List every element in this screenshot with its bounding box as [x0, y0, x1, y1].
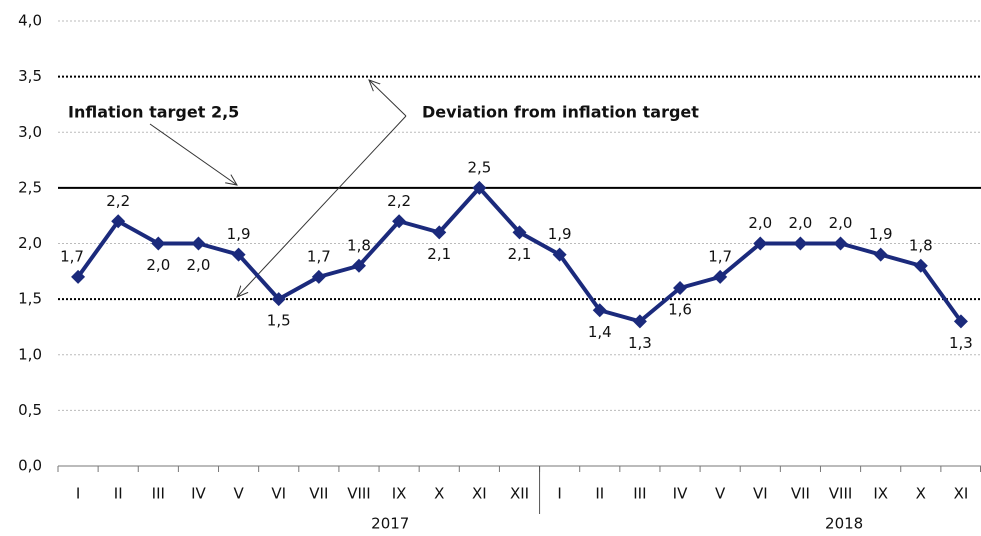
- y-tick-label: 2,0: [18, 234, 42, 252]
- data-label: 1,6: [668, 301, 692, 319]
- data-label: 1,7: [60, 247, 84, 265]
- marker: [833, 236, 848, 251]
- x-tick-label: I: [76, 485, 80, 503]
- marker: [231, 247, 246, 262]
- marker: [71, 269, 86, 284]
- data-label: 1,9: [227, 225, 251, 243]
- x-tick-label: III: [633, 485, 646, 503]
- marker: [392, 214, 407, 229]
- arrow: [149, 123, 237, 185]
- y-tick-label: 3,0: [18, 123, 42, 141]
- y-tick-label: 1,5: [18, 290, 42, 308]
- data-label: 2,1: [427, 245, 451, 263]
- data-label: 2,0: [748, 214, 772, 232]
- x-tick-label: IV: [191, 485, 206, 503]
- marker: [472, 180, 487, 195]
- data-label: 1,8: [347, 236, 371, 254]
- x-tick-label: X: [916, 485, 926, 503]
- data-label: 2,0: [146, 256, 170, 274]
- marker: [432, 225, 447, 240]
- marker: [271, 292, 286, 307]
- marker: [793, 236, 808, 251]
- x-tick-label: II: [595, 485, 604, 503]
- x-tick-label: II: [114, 485, 123, 503]
- data-label: 2,2: [387, 192, 411, 210]
- data-label: 1,8: [909, 236, 933, 254]
- marker: [713, 269, 728, 284]
- x-tick-label: V: [715, 485, 726, 503]
- arrow: [369, 80, 407, 117]
- marker: [592, 303, 607, 318]
- marker: [351, 258, 366, 273]
- data-label: 2,1: [508, 245, 532, 263]
- x-tick-label: IX: [392, 485, 407, 503]
- data-label: 2,0: [187, 256, 211, 274]
- group-label: 2017: [371, 515, 409, 533]
- data-label: 1,4: [588, 323, 612, 341]
- y-tick-label: 0,0: [18, 457, 42, 475]
- x-tick-label: XI: [472, 485, 487, 503]
- marker: [873, 247, 888, 262]
- x-tick-label: X: [434, 485, 444, 503]
- group-label: 2018: [825, 515, 863, 533]
- x-tick-label: I: [557, 485, 561, 503]
- x-tick-label: XI: [954, 485, 969, 503]
- x-tick-label: VIII: [347, 485, 371, 503]
- data-label: 1,3: [628, 334, 652, 352]
- data-label: 1,9: [548, 225, 572, 243]
- x-tick-label: III: [152, 485, 165, 503]
- data-label: 2,5: [467, 158, 491, 176]
- x-tick-label: XII: [510, 485, 529, 503]
- x-tick-label: IX: [873, 485, 888, 503]
- x-tick-label: VI: [753, 485, 768, 503]
- annotation: Deviation from inflation target: [422, 103, 699, 122]
- marker: [111, 214, 126, 229]
- data-label: 2,0: [829, 214, 853, 232]
- data-label: 1,9: [869, 225, 893, 243]
- data-label: 2,0: [788, 214, 812, 232]
- marker: [913, 258, 928, 273]
- x-tick-label: V: [233, 485, 244, 503]
- marker: [191, 236, 206, 251]
- marker: [311, 269, 326, 284]
- marker: [673, 281, 688, 295]
- arrow: [237, 115, 407, 297]
- x-tick-label: VI: [271, 485, 286, 503]
- marker: [632, 314, 647, 329]
- y-tick-label: 2,5: [18, 178, 42, 196]
- marker: [552, 247, 567, 262]
- marker: [151, 236, 166, 251]
- data-label: 1,5: [267, 312, 291, 330]
- data-label: 2,2: [106, 192, 130, 210]
- data-label: 1,7: [708, 247, 732, 265]
- marker: [753, 236, 768, 251]
- data-label: 1,7: [307, 247, 331, 265]
- y-tick-label: 3,5: [18, 67, 42, 85]
- y-tick-label: 1,0: [18, 345, 42, 363]
- marker: [512, 225, 527, 240]
- annotation: Inflation target 2,5: [68, 103, 239, 122]
- marker: [953, 314, 968, 329]
- x-tick-label: IV: [673, 485, 688, 503]
- x-tick-label: VIII: [829, 485, 853, 503]
- y-tick-label: 0,5: [18, 401, 42, 419]
- data-label: 1,3: [949, 334, 973, 352]
- y-tick-label: 4,0: [18, 12, 42, 30]
- x-tick-label: VII: [309, 485, 328, 503]
- x-tick-label: VII: [791, 485, 810, 503]
